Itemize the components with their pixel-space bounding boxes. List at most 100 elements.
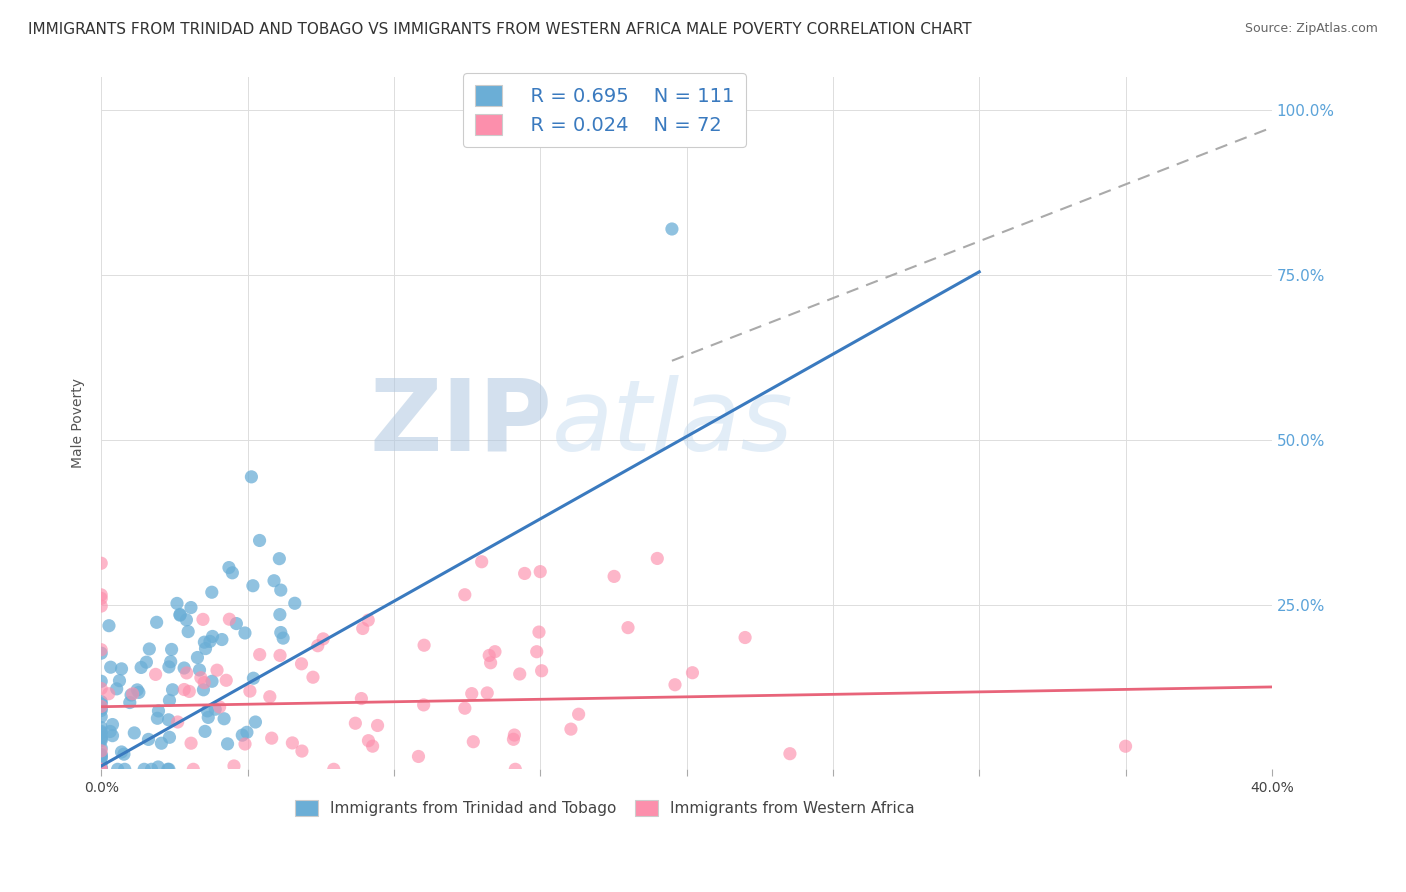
- Point: [90, 721, 112, 735]
- Point: [118, 696, 141, 710]
- Point: [181, 762, 204, 776]
- Point: [90, 731, 112, 746]
- Point: [128, 685, 150, 699]
- Point: [188, 663, 211, 677]
- Point: [107, 762, 129, 776]
- Point: [502, 732, 524, 747]
- Point: [509, 667, 531, 681]
- Point: [233, 626, 256, 640]
- Point: [477, 686, 499, 700]
- Point: [146, 711, 169, 725]
- Point: [478, 648, 501, 663]
- Point: [225, 616, 247, 631]
- Point: [90, 762, 112, 776]
- Point: [157, 713, 180, 727]
- Point: [180, 736, 202, 750]
- Point: [218, 612, 240, 626]
- Point: [166, 596, 188, 610]
- Point: [145, 615, 167, 630]
- Point: [350, 691, 373, 706]
- Point: [124, 726, 146, 740]
- Point: [307, 639, 329, 653]
- Point: [239, 684, 262, 698]
- Point: [270, 625, 292, 640]
- Point: [176, 665, 198, 680]
- Text: atlas: atlas: [553, 375, 793, 472]
- Point: [173, 682, 195, 697]
- Point: [90, 697, 112, 711]
- Point: [148, 760, 170, 774]
- Point: [90, 556, 112, 570]
- Point: [90, 762, 112, 776]
- Point: [242, 671, 264, 685]
- Point: [121, 687, 143, 701]
- Point: [193, 682, 215, 697]
- Point: [90, 762, 112, 776]
- Point: [367, 718, 389, 732]
- Point: [281, 736, 304, 750]
- Point: [156, 762, 179, 776]
- Point: [217, 737, 239, 751]
- Point: [190, 671, 212, 685]
- Point: [231, 728, 253, 742]
- Point: [90, 704, 112, 718]
- Point: [101, 717, 124, 731]
- Point: [90, 762, 112, 776]
- Point: [90, 724, 112, 739]
- Point: [269, 551, 291, 566]
- Point: [212, 712, 235, 726]
- Point: [114, 762, 136, 776]
- Point: [454, 701, 477, 715]
- Point: [90, 733, 112, 747]
- Point: [90, 762, 112, 776]
- Point: [127, 682, 149, 697]
- Point: [90, 588, 112, 602]
- Point: [357, 733, 380, 747]
- Point: [734, 631, 756, 645]
- Point: [530, 664, 553, 678]
- Point: [90, 762, 112, 776]
- Point: [90, 699, 112, 714]
- Text: Source: ZipAtlas.com: Source: ZipAtlas.com: [1244, 22, 1378, 36]
- Point: [413, 638, 436, 652]
- Point: [90, 762, 112, 776]
- Point: [215, 673, 238, 688]
- Point: [112, 747, 135, 761]
- Point: [568, 707, 591, 722]
- Point: [263, 574, 285, 588]
- Point: [166, 714, 188, 729]
- Point: [270, 583, 292, 598]
- Point: [90, 747, 112, 762]
- Point: [218, 560, 240, 574]
- Point: [503, 728, 526, 742]
- Point: [90, 762, 112, 776]
- Point: [138, 642, 160, 657]
- Point: [645, 551, 668, 566]
- Point: [135, 655, 157, 669]
- Point: [162, 682, 184, 697]
- Point: [201, 585, 224, 599]
- Point: [197, 710, 219, 724]
- Point: [90, 751, 112, 765]
- Point: [412, 698, 434, 712]
- Y-axis label: Male Poverty: Male Poverty: [72, 378, 86, 468]
- Point: [90, 762, 112, 776]
- Point: [233, 737, 256, 751]
- Point: [259, 690, 281, 704]
- Point: [159, 731, 181, 745]
- Point: [312, 632, 335, 646]
- Point: [617, 621, 640, 635]
- Point: [159, 655, 181, 669]
- Point: [90, 750, 112, 764]
- Point: [90, 762, 112, 776]
- Point: [176, 613, 198, 627]
- Point: [160, 642, 183, 657]
- Point: [208, 700, 231, 714]
- Point: [204, 702, 226, 716]
- Point: [90, 757, 112, 772]
- Point: [193, 675, 215, 690]
- Point: [180, 600, 202, 615]
- Point: [90, 744, 112, 758]
- Point: [461, 687, 484, 701]
- Point: [361, 739, 384, 754]
